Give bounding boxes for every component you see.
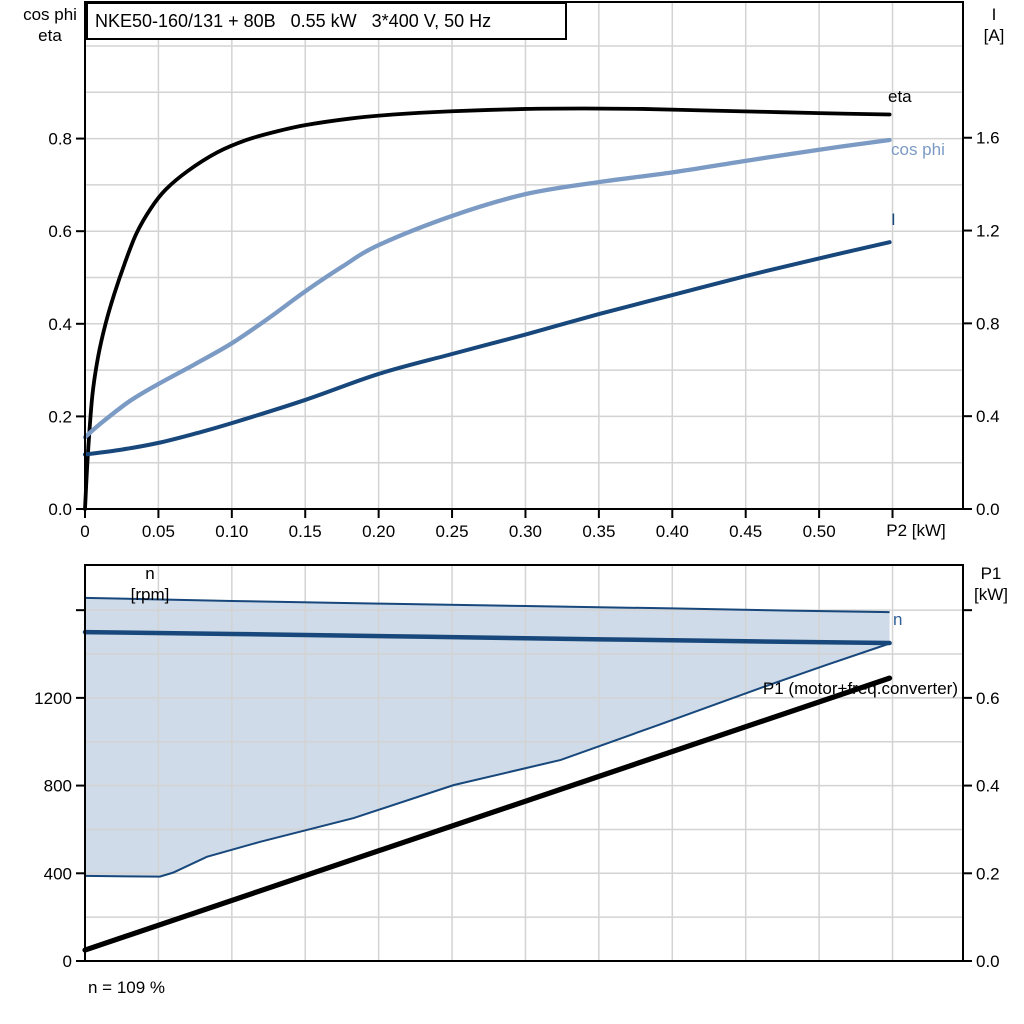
svg-text:0.4: 0.4 (976, 777, 1000, 796)
svg-text:0.05: 0.05 (142, 522, 175, 541)
tick-marks (76, 136, 972, 518)
series-i (83, 240, 892, 457)
top-right-axis-title: I [A] (966, 4, 1022, 46)
svg-text:800: 800 (44, 777, 72, 796)
svg-text:1.2: 1.2 (976, 222, 1000, 241)
svg-text:0.0: 0.0 (48, 500, 72, 519)
speed-percent-note: n = 109 % (88, 978, 166, 997)
series-p1-motor-freq-converter- (82, 675, 893, 953)
series-eta (83, 106, 892, 511)
axis-title-current-unit: [A] (983, 26, 1005, 45)
svg-text:0.25: 0.25 (436, 522, 469, 541)
band-upper-boundary (84, 596, 890, 614)
svg-text:0.6: 0.6 (976, 689, 1000, 708)
bottom-plot: 0 400 800 1200 0.0 0.2 0.4 0.6 (34, 564, 1000, 971)
svg-text:0.6: 0.6 (48, 222, 72, 241)
svg-text:0.15: 0.15 (289, 522, 322, 541)
tick-marks (76, 609, 972, 962)
axis-title-speed-unit: [rpm] (130, 585, 170, 604)
eta-curve-label: eta (888, 87, 912, 106)
svg-text:0: 0 (80, 522, 89, 541)
svg-text:0.8: 0.8 (976, 314, 1000, 333)
svg-text:1200: 1200 (34, 689, 72, 708)
svg-text:0.30: 0.30 (509, 522, 542, 541)
current-curve-label: I (891, 210, 896, 229)
tick-labels: 0.0 0.2 0.4 0.6 0.8 0.0 0.4 0.8 1.2 1.6 0 0.05 0.10 0… (48, 129, 999, 541)
axis-title-cosphi: cos phi (23, 5, 77, 24)
top-plot: 0.0 0.2 0.4 0.6 0.8 0.0 0.4 0.8 1.2 1.6 0 0.05 0.10 0… (48, 1, 1000, 541)
axis-title-p1: P1 (980, 564, 1002, 583)
svg-text:0.35: 0.35 (582, 522, 615, 541)
svg-text:0.0: 0.0 (976, 952, 1000, 971)
series-n (82, 629, 892, 646)
series-cos-phi (82, 137, 892, 440)
speed-curve-label: n (893, 610, 903, 629)
bottom-right-axis-title: P1 [kW] (960, 563, 1022, 605)
gridlines (85, 565, 963, 961)
svg-text:0: 0 (63, 952, 72, 971)
svg-text:0.50: 0.50 (803, 522, 836, 541)
svg-text:0.10: 0.10 (215, 522, 248, 541)
band-lower-boundary (84, 642, 890, 878)
gridlines (85, 2, 963, 509)
chart-title-box: NKE50-160/131 + 80B 0.55 kW 3*400 V, 50 … (86, 2, 567, 40)
x-axis-unit-label: P2 [kW] (886, 521, 946, 540)
svg-text:0.8: 0.8 (48, 130, 72, 149)
axis-title-speed: n (145, 564, 155, 583)
svg-text:1.6: 1.6 (976, 129, 1000, 148)
cos-phi-curve-label: cos phi (891, 140, 945, 159)
svg-text:400: 400 (44, 864, 72, 883)
svg-text:0.0: 0.0 (976, 500, 1000, 519)
svg-text:0.20: 0.20 (362, 522, 395, 541)
axis-title-eta: eta (38, 26, 62, 45)
bottom-left-axis-title: n [rpm] (106, 563, 194, 605)
svg-text:0.2: 0.2 (48, 407, 72, 426)
chart-title: NKE50-160/131 + 80B 0.55 kW 3*400 V, 50 … (95, 11, 492, 31)
svg-text:0.4: 0.4 (48, 315, 72, 334)
svg-text:0.45: 0.45 (729, 522, 762, 541)
axis-title-current: I (991, 5, 997, 24)
speed-range-band (85, 597, 890, 877)
plot-frame (84, 564, 964, 962)
p1-curve-label: P1 (motor+freq.converter) (762, 679, 958, 698)
svg-text:0.2: 0.2 (976, 864, 1000, 883)
svg-text:0.4: 0.4 (976, 407, 1000, 426)
top-left-axis-title: cos phi eta (8, 4, 92, 46)
svg-text:0.40: 0.40 (656, 522, 689, 541)
axis-title-p1-unit: [kW] (974, 585, 1008, 604)
tick-labels: 0 400 800 1200 0.0 0.2 0.4 0.6 (34, 689, 999, 971)
